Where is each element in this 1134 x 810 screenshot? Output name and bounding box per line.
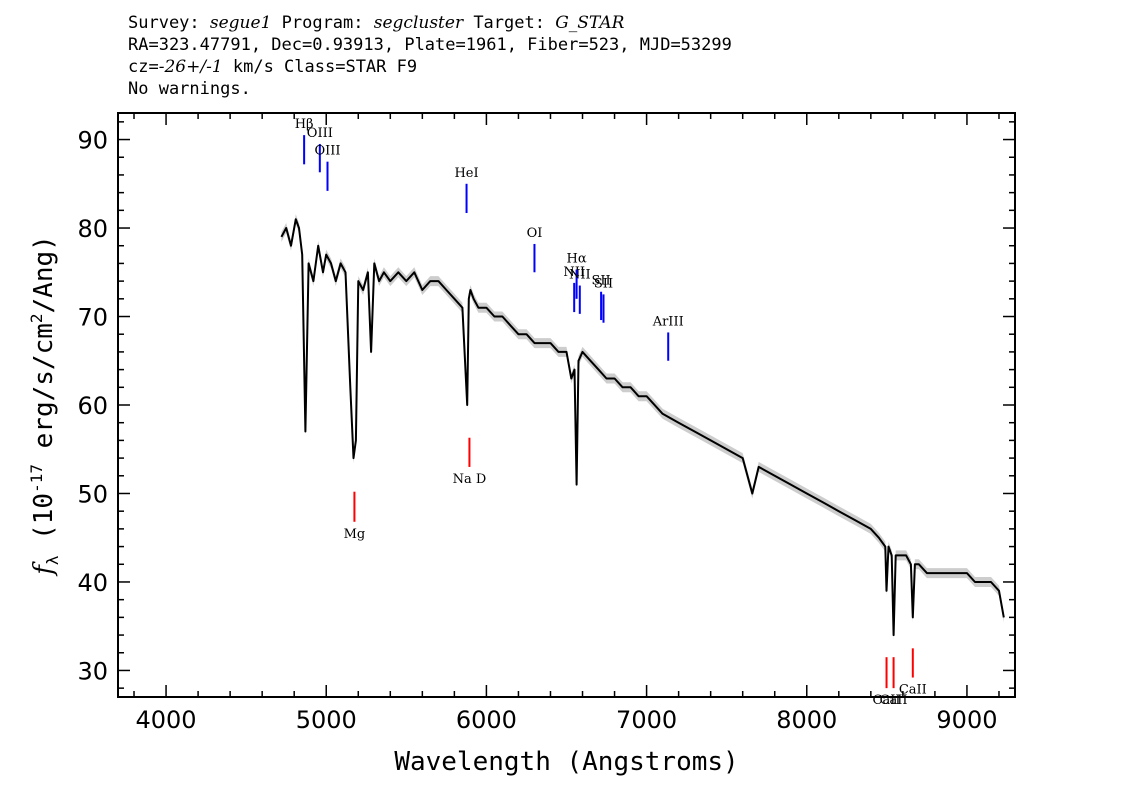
- x-axis-title: Wavelength (Angstroms): [394, 747, 738, 777]
- y-tick-label: 90: [77, 127, 108, 155]
- y-tick-label: 40: [77, 569, 108, 597]
- class-text: km/s Class=STAR F9: [222, 57, 418, 77]
- x-tick-label: 5000: [296, 706, 357, 734]
- header-line-survey: Survey: segue1 Program: segcluster Targe…: [128, 12, 732, 34]
- emission-line-label: SII: [594, 276, 613, 291]
- spectrum-header: Survey: segue1 Program: segcluster Targe…: [128, 12, 732, 100]
- emission-line-label: NII: [569, 268, 591, 283]
- cz-label: cz=: [128, 57, 159, 77]
- y-tick-label: 80: [77, 215, 108, 243]
- y-tick-label: 70: [77, 304, 108, 332]
- axes-layer: 4000 5000 6000 7000 8000 9000 30 40 50 60 70 80 90: [77, 112, 1016, 734]
- header-line-warnings: No warnings.: [128, 79, 251, 99]
- target-value: G_STAR: [555, 13, 625, 33]
- absorption-line-label: Na D: [453, 472, 487, 487]
- emission-line-label: ArIII: [652, 314, 684, 329]
- y-axis-title: fλ (10-17 erg/s/cm2/Ang): [27, 235, 62, 577]
- x-tick-label: 6000: [456, 706, 517, 734]
- y-tick-label: 60: [77, 392, 108, 420]
- emission-line-label: Hα: [567, 252, 587, 267]
- emission-line-label: OIII: [307, 126, 333, 141]
- absorption-line-label: Mg: [344, 527, 366, 542]
- emission-line-label: OI: [527, 226, 543, 241]
- program-value: segcluster: [373, 13, 464, 33]
- cz-value: -26+/-1: [158, 57, 223, 77]
- program-label: Program:: [271, 13, 374, 33]
- y-tick-label: 30: [77, 657, 108, 685]
- target-label: Target:: [463, 13, 556, 33]
- x-tick-label: 8000: [776, 706, 837, 734]
- absorption-line-label: CaII: [899, 683, 927, 698]
- x-tick-label: 9000: [936, 706, 997, 734]
- survey-label: Survey:: [128, 13, 210, 33]
- y-tick-label: 50: [77, 480, 108, 508]
- emission-line-label: SII: [592, 274, 611, 289]
- emission-line-label: NII: [563, 265, 585, 280]
- emission-line-label: HeI: [454, 166, 478, 181]
- x-tick-label: 4000: [136, 706, 197, 734]
- emission-line-label: Hβ: [295, 117, 314, 132]
- spectrum-series-layer: [280, 218, 1005, 637]
- survey-value: segue1: [209, 13, 272, 33]
- plot-frame: [117, 112, 1016, 698]
- x-tick-label: 7000: [616, 706, 677, 734]
- header-line-redshift: cz=-26+/-1 km/s Class=STAR F9: [128, 56, 732, 78]
- spectrum-line: [280, 218, 1005, 637]
- header-line-coordinates: RA=323.47791, Dec=0.93913, Plate=1961, F…: [128, 35, 732, 55]
- emission-line-label: OIII: [314, 144, 340, 159]
